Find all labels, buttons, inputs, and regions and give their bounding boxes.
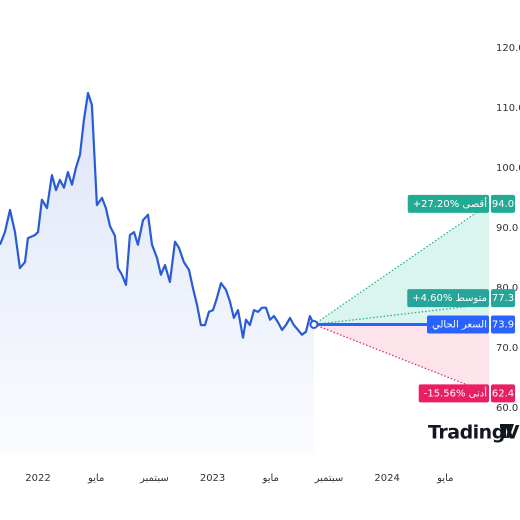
- forecast-label-box: [418, 384, 489, 403]
- price-tag: [491, 289, 515, 308]
- forecast-label-box: [407, 289, 489, 308]
- price-tag: [491, 315, 515, 334]
- x-tick-label: 2023: [200, 473, 225, 484]
- price-tag-label: 94.0: [492, 199, 514, 210]
- forecast-label: +4.60% متوسط: [412, 293, 487, 304]
- y-tick-label: 100.0: [496, 163, 520, 174]
- x-tick-label: 2022: [25, 473, 50, 484]
- x-tick-label: 2024: [374, 473, 399, 484]
- y-tick-label: 90.0: [496, 223, 518, 234]
- logo: TradingView: [428, 422, 520, 444]
- y-tick-label: 60.0: [496, 403, 518, 414]
- x-tick-label: سبتمبر: [139, 473, 169, 484]
- forecast-label: السعر الحالي: [432, 319, 487, 330]
- x-tick-label: مايو: [262, 473, 279, 484]
- x-tick-label: سبتمبر: [314, 473, 344, 484]
- current-point: [309, 319, 319, 329]
- price-area: [0, 93, 314, 454]
- forecast-label-box: [407, 194, 489, 213]
- y-tick-label: 120.0: [496, 43, 520, 54]
- price-tag-label: 77.3: [492, 293, 514, 304]
- y-tick-label: 70.0: [496, 343, 518, 354]
- forecast-label-box: [427, 315, 489, 334]
- forecast-line: [313, 203, 490, 325]
- forecast-range: [313, 324, 489, 394]
- price-tag: [491, 384, 515, 403]
- price-tag-label: 73.9: [492, 319, 514, 330]
- price-line: [0, 91, 315, 339]
- logo-icon: [500, 424, 514, 438]
- forecast-label: -15.56% أدنى: [424, 386, 487, 399]
- x-tick-label: مايو: [436, 473, 453, 484]
- y-tick-label: 110.0: [496, 103, 520, 114]
- x-tick-label: مايو: [87, 473, 104, 484]
- y-tick-label: 80.0: [496, 283, 518, 294]
- price-tag-label: 62.4: [492, 388, 514, 399]
- forecast-label: +27.20% أقصى: [413, 197, 487, 210]
- forecast-line: [313, 303, 490, 326]
- price-tag: [491, 194, 515, 213]
